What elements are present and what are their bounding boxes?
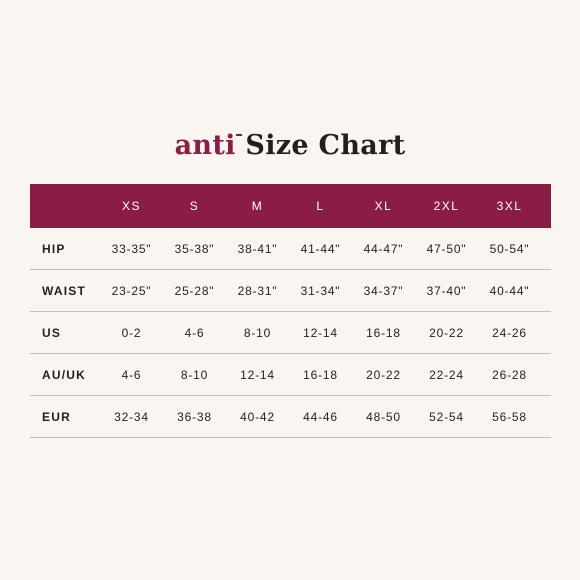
brand-mark-icon bbox=[235, 134, 242, 136]
row-label: EUR bbox=[42, 409, 71, 424]
header-l: L bbox=[316, 199, 325, 213]
table-cell: 24-26 bbox=[492, 325, 527, 340]
header-xl: XL bbox=[374, 199, 393, 213]
table-cell: 4-6 bbox=[184, 325, 205, 340]
header-m: M bbox=[251, 199, 264, 213]
header-s: S bbox=[189, 199, 200, 213]
brand-logo: anti bbox=[174, 130, 242, 161]
table-cell: 8-10 bbox=[243, 325, 272, 340]
table-cell: 31-34" bbox=[300, 283, 341, 298]
page-title: anti Size Chart bbox=[0, 130, 580, 161]
header-2xl: 2XL bbox=[433, 199, 460, 213]
table-cell: 37-40" bbox=[426, 283, 467, 298]
table-cell: 12-14 bbox=[303, 325, 338, 340]
table-cell: 16-18 bbox=[303, 367, 338, 382]
table-cell: 44-47" bbox=[363, 241, 404, 256]
table-cell: 25-28" bbox=[174, 283, 215, 298]
table-cell: 12-14 bbox=[240, 367, 275, 382]
table-cell: 22-24 bbox=[429, 367, 464, 382]
table-cell: 50-54" bbox=[489, 241, 530, 256]
size-chart-table: XS S M L XL 2XL 3XL HIP 33-35" 35-38" 38… bbox=[30, 184, 551, 438]
title-text: Size Chart bbox=[245, 130, 406, 161]
row-label: HIP bbox=[42, 241, 66, 256]
header-xs: XS bbox=[121, 199, 141, 213]
row-label: AU/UK bbox=[42, 367, 86, 382]
table-cell: 20-22 bbox=[366, 367, 401, 382]
table-cell: 38-41" bbox=[237, 241, 278, 256]
table-cell: 40-42 bbox=[240, 409, 275, 424]
table-cell: 33-35" bbox=[111, 241, 152, 256]
row-label: WAIST bbox=[42, 283, 86, 298]
table-cell: 40-44" bbox=[489, 283, 530, 298]
table-cell: 0-2 bbox=[121, 325, 142, 340]
table-cell: 16-18 bbox=[366, 325, 401, 340]
table-cell: 52-54 bbox=[429, 409, 464, 424]
table-cell: 48-50 bbox=[366, 409, 401, 424]
table-cell: 35-38" bbox=[174, 241, 215, 256]
table-row-au-uk: AU/UK 4-6 8-10 12-14 16-18 20-22 22-24 2… bbox=[30, 354, 551, 396]
table-row-hip: HIP 33-35" 35-38" 38-41" 41-44" 44-47" 4… bbox=[30, 228, 551, 270]
table-cell: 4-6 bbox=[121, 367, 142, 382]
row-label: US bbox=[42, 325, 62, 340]
table-row-us: US 0-2 4-6 8-10 12-14 16-18 20-22 24-26 bbox=[30, 312, 551, 354]
table-cell: 23-25" bbox=[111, 283, 152, 298]
table-cell: 28-31" bbox=[237, 283, 278, 298]
table-cell: 20-22 bbox=[429, 325, 464, 340]
table-cell: 32-34 bbox=[114, 409, 149, 424]
table-cell: 34-37" bbox=[363, 283, 404, 298]
table-row-eur: EUR 32-34 36-38 40-42 44-46 48-50 52-54 … bbox=[30, 396, 551, 438]
table-cell: 36-38 bbox=[177, 409, 212, 424]
table-header: XS S M L XL 2XL 3XL bbox=[30, 184, 551, 228]
table-cell: 26-28 bbox=[492, 367, 527, 382]
header-3xl: 3XL bbox=[496, 199, 523, 213]
table-row-waist: WAIST 23-25" 25-28" 28-31" 31-34" 34-37"… bbox=[30, 270, 551, 312]
brand-name: anti bbox=[174, 130, 236, 161]
table-cell: 44-46 bbox=[303, 409, 338, 424]
table-cell: 8-10 bbox=[180, 367, 209, 382]
table-cell: 47-50" bbox=[426, 241, 467, 256]
table-cell: 41-44" bbox=[300, 241, 341, 256]
table-cell: 56-58 bbox=[492, 409, 527, 424]
